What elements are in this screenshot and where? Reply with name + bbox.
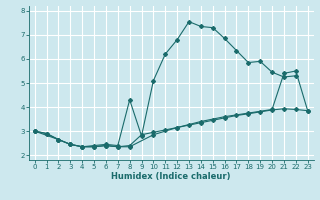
X-axis label: Humidex (Indice chaleur): Humidex (Indice chaleur) [111, 172, 231, 181]
